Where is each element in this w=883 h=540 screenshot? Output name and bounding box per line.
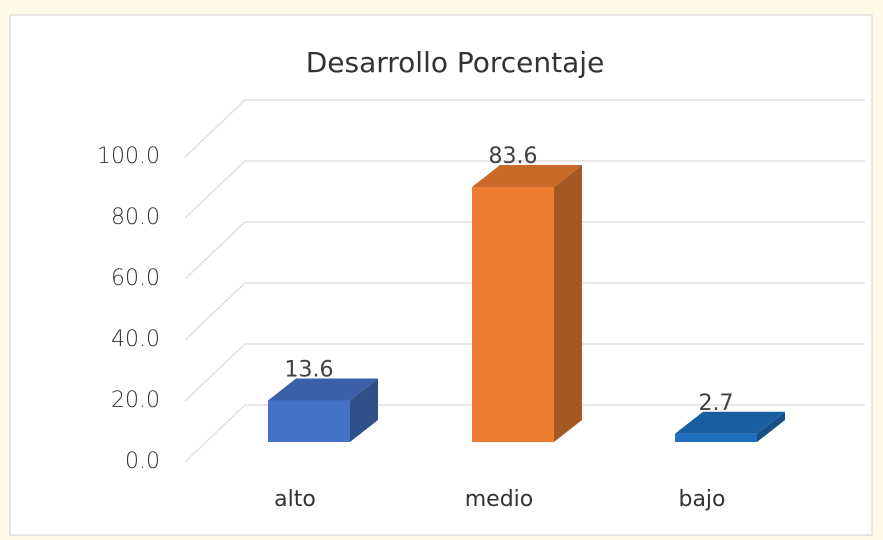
grid-line xyxy=(184,99,865,158)
bar xyxy=(675,411,785,442)
y-tick-label: 0.0 xyxy=(125,449,160,474)
y-tick-label: 60.0 xyxy=(111,266,160,291)
bar-top xyxy=(268,378,378,401)
bar-top xyxy=(675,411,785,434)
bar-side xyxy=(757,411,785,442)
bar xyxy=(268,378,378,442)
data-label: 2.7 xyxy=(699,391,734,416)
chart-frame xyxy=(9,14,873,536)
grid-line xyxy=(184,404,865,463)
grid-line xyxy=(184,160,865,219)
grid-line xyxy=(184,343,865,402)
x-tick-label: medio xyxy=(465,487,534,512)
data-label: 13.6 xyxy=(285,358,334,383)
y-tick-label: 80.0 xyxy=(111,205,160,230)
bar-front xyxy=(472,187,554,442)
grid-line xyxy=(184,282,865,341)
x-tick-label: alto xyxy=(274,487,316,512)
bar xyxy=(472,165,582,442)
bar-side xyxy=(554,165,582,442)
bar-top xyxy=(472,165,582,188)
grid-line xyxy=(184,221,865,280)
chart-title: Desarrollo Porcentaje xyxy=(306,46,605,79)
data-label: 83.6 xyxy=(489,144,538,169)
y-tick-label: 20.0 xyxy=(111,388,160,413)
y-tick-label: 40.0 xyxy=(111,327,160,352)
bar-front xyxy=(268,400,350,442)
y-tick-label: 100.0 xyxy=(97,144,160,169)
bar-side xyxy=(350,378,378,442)
bar-front xyxy=(675,433,757,442)
x-tick-label: bajo xyxy=(678,487,725,512)
